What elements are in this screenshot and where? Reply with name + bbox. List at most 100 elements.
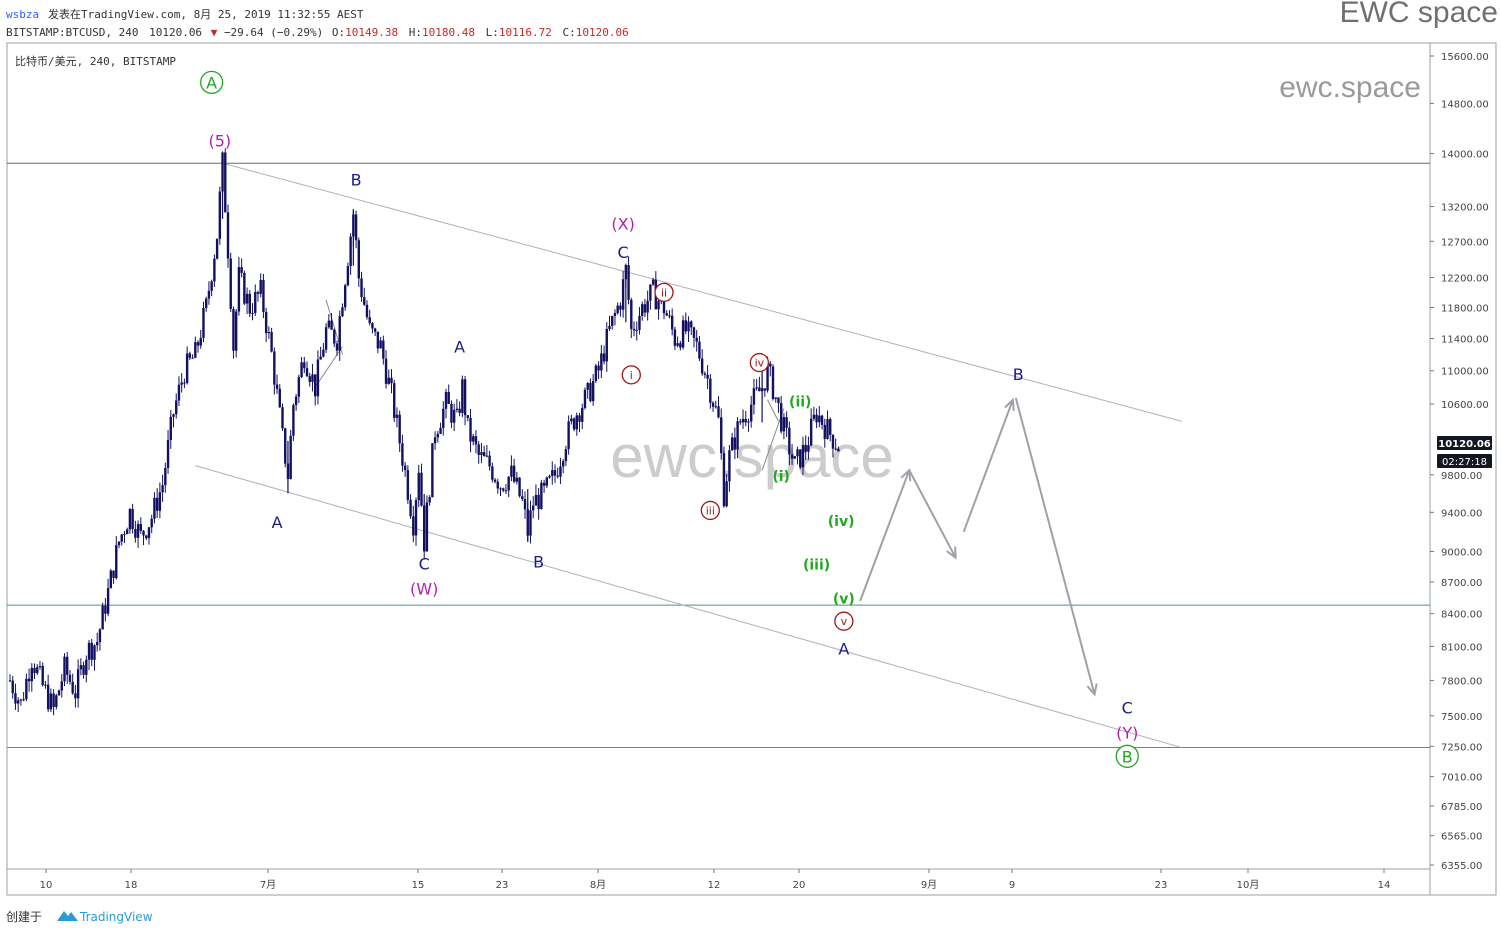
- wave-label: A: [206, 73, 217, 92]
- candle-body: [779, 403, 783, 432]
- candle-body: [586, 382, 589, 390]
- candle-body: [30, 667, 33, 682]
- candle-body: [267, 332, 271, 334]
- candle-body: [523, 499, 527, 510]
- candle-body: [41, 665, 44, 685]
- candle-body: [234, 311, 238, 351]
- header-high: 10180.48: [422, 26, 475, 39]
- candle-body: [469, 417, 472, 442]
- pane-title: 比特币/美元, 240, BITSTAMP: [15, 54, 176, 68]
- time-tick-label: 20: [793, 880, 806, 891]
- candle-body: [125, 529, 129, 535]
- candle-body: [537, 494, 540, 510]
- candle-body: [790, 454, 794, 459]
- wave-label: B: [533, 553, 544, 572]
- candle-body: [57, 690, 61, 696]
- last-price-bg: [1437, 436, 1492, 450]
- candle-body: [643, 304, 647, 313]
- candle-body: [720, 417, 723, 454]
- arrowhead-icon: [1004, 397, 1015, 411]
- candle-body: [709, 378, 712, 403]
- candle-body: [728, 450, 731, 482]
- candle-body: [96, 642, 99, 646]
- candle-body: [166, 439, 170, 468]
- candle-body: [196, 342, 200, 346]
- header-author[interactable]: wsbza: [6, 8, 39, 21]
- candle-body: [739, 421, 742, 423]
- candle-body: [809, 418, 813, 446]
- candle-body: [354, 214, 358, 241]
- tradingview-logo-icon[interactable]: [57, 911, 78, 921]
- channel-lower-line: [195, 465, 1182, 749]
- candle-body: [294, 396, 298, 406]
- candle-body: [183, 382, 186, 384]
- candle-body: [482, 452, 486, 457]
- price-tick-label: 14000.00: [1441, 149, 1489, 160]
- candle-body: [202, 308, 205, 338]
- candle-body: [649, 284, 652, 301]
- candle-body: [785, 417, 788, 428]
- wave-label: (W): [410, 579, 438, 598]
- candle-body: [349, 236, 352, 267]
- candle-body: [191, 357, 194, 359]
- candle-body: [600, 353, 603, 371]
- candle-body: [224, 152, 227, 213]
- candle-body: [436, 433, 440, 438]
- candle-body: [632, 328, 636, 331]
- candle-body: [207, 290, 211, 299]
- candle-body: [752, 388, 756, 405]
- candle-body: [343, 285, 347, 308]
- candle-body: [199, 337, 202, 346]
- last-price-box: 10120.06 02:27:18: [1437, 436, 1492, 468]
- candle-body: [393, 383, 396, 418]
- candle-body: [507, 476, 510, 491]
- candle-body: [316, 359, 320, 397]
- candle-body: [477, 444, 480, 455]
- candle-body: [433, 437, 437, 444]
- price-tick-label: 10600.00: [1441, 400, 1489, 411]
- candle-body: [597, 365, 600, 371]
- candle-body: [357, 240, 360, 279]
- candle-body: [175, 400, 178, 415]
- candle-body: [831, 434, 835, 449]
- price-tick-label: 7250.00: [1441, 742, 1482, 753]
- wave-label: A: [454, 337, 465, 356]
- header-symbol-line: BITSTAMP:BTCUSD, 240 10120.06 ▼ −29.64 (…: [6, 26, 629, 39]
- price-tick-label: 8100.00: [1441, 642, 1482, 653]
- candle-body: [85, 659, 88, 675]
- candle-body: [71, 681, 74, 694]
- candle-body: [237, 267, 241, 312]
- candle-body: [420, 472, 423, 506]
- candle-body: [248, 293, 251, 314]
- wave-label: (Y): [1116, 724, 1138, 743]
- projection-segment: [859, 469, 911, 602]
- wave-label: (ii): [789, 395, 811, 411]
- candle-body: [466, 415, 469, 418]
- candle-body: [346, 266, 350, 286]
- price-tick-label: 7500.00: [1441, 712, 1482, 723]
- candle-body: [215, 238, 219, 259]
- wave-label: B: [351, 171, 362, 190]
- candle-body: [714, 406, 717, 408]
- candle-body: [180, 382, 183, 385]
- projection-segment: [908, 469, 957, 559]
- candle-body: [409, 499, 412, 517]
- candle-body: [491, 466, 494, 480]
- candle-body: [79, 665, 83, 670]
- candle-body: [589, 382, 592, 402]
- candle-body: [428, 497, 431, 503]
- wave-label-circle: [749, 352, 770, 373]
- header-h-label: H:: [409, 26, 422, 39]
- candle-body: [188, 353, 192, 358]
- candle-body: [793, 456, 796, 459]
- wave-label: (iii): [803, 558, 830, 574]
- price-tick-label: 9800.00: [1441, 471, 1482, 482]
- footer-tradingview[interactable]: TradingView: [79, 910, 153, 924]
- candle-body: [232, 308, 235, 351]
- candle-body: [311, 374, 314, 382]
- candle-body: [711, 402, 715, 407]
- candle-body: [322, 349, 325, 357]
- candle-body: [25, 678, 28, 700]
- candle-body: [687, 321, 690, 332]
- candle-body: [308, 376, 311, 382]
